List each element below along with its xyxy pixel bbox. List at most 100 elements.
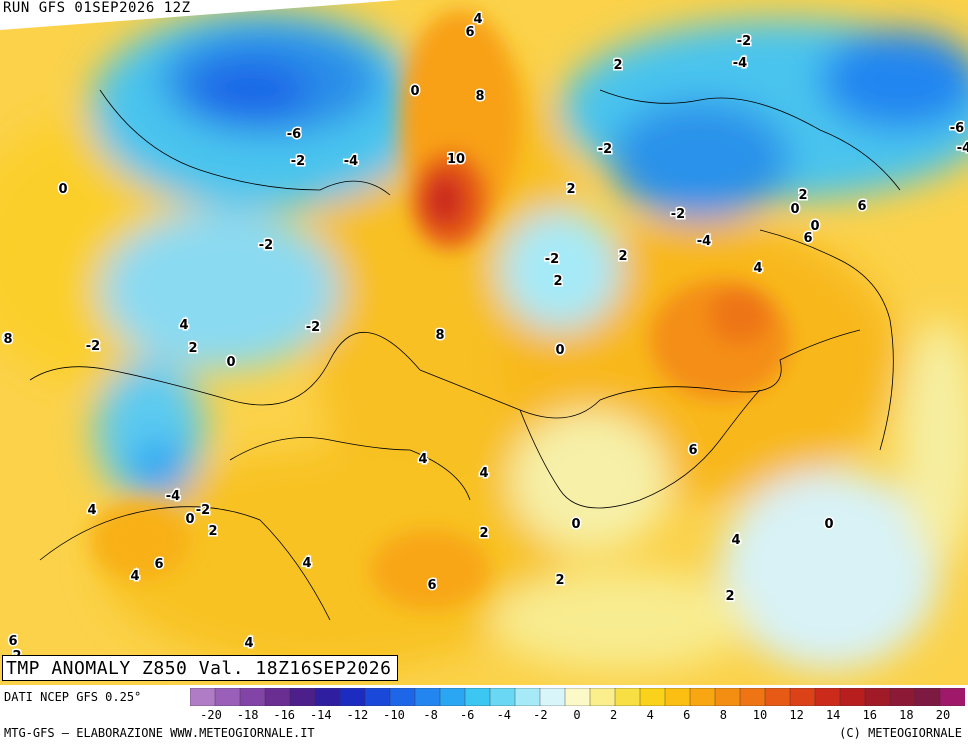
scale-swatch <box>739 688 766 706</box>
run-label: RUN GFS 01SEP2026 12Z <box>3 0 191 16</box>
anomaly-value-label: -6 <box>287 127 301 142</box>
anomaly-value-label: -2 <box>291 154 305 169</box>
anomaly-value-label: -2 <box>737 34 751 49</box>
scale-tick-label: 6 <box>683 708 691 722</box>
anomaly-value-label: 4 <box>479 466 488 481</box>
anomaly-value-label: 2 <box>725 589 734 604</box>
scale-tick-label: 10 <box>752 708 768 722</box>
scale-swatch <box>839 688 866 706</box>
scale-tick-label: -18 <box>236 708 259 722</box>
anomaly-value-label: 0 <box>810 219 819 234</box>
anomaly-value-label: 4 <box>130 569 139 584</box>
scale-tick-label: -2 <box>533 708 548 722</box>
anomaly-value-label: 0 <box>571 517 580 532</box>
scale-tick-label: -6 <box>459 708 475 722</box>
anomaly-value-label: 0 <box>790 202 799 217</box>
scale-swatch <box>214 688 241 706</box>
anomaly-value-label: 0 <box>410 84 419 99</box>
warm-cores <box>90 10 790 610</box>
scale-swatch <box>439 688 466 706</box>
anomaly-value-label: -4 <box>697 234 711 249</box>
scale-tick-label: -20 <box>200 708 222 722</box>
scale-swatch <box>339 688 366 706</box>
scale-tick-label: -12 <box>346 708 369 722</box>
scale-tick-label: 14 <box>825 708 841 722</box>
anomaly-value-label: 4 <box>179 318 188 333</box>
scale-swatch <box>489 688 516 706</box>
anomaly-value-label: 2 <box>798 188 807 203</box>
anomaly-value-label: -2 <box>86 339 100 354</box>
data-source-label: DATI NCEP GFS 0.25° <box>4 690 142 704</box>
color-scale <box>190 688 965 706</box>
anomaly-value-label: 10 <box>447 152 465 167</box>
scale-tick-label: 16 <box>862 708 878 722</box>
anomaly-value-label: 6 <box>8 634 17 649</box>
scale-tick-label: -16 <box>273 708 296 722</box>
anomaly-value-label: -4 <box>166 489 180 504</box>
anomaly-value-label: 6 <box>803 231 812 246</box>
anomaly-value-label: -4 <box>344 154 358 169</box>
anomaly-value-label: 6 <box>465 25 474 40</box>
scale-swatch <box>464 688 491 706</box>
scale-swatch <box>714 688 741 706</box>
anomaly-value-label: 2 <box>618 249 627 264</box>
anomaly-value-label: 2 <box>553 274 562 289</box>
anomaly-value-label: 2 <box>613 58 622 73</box>
scale-swatch <box>664 688 691 706</box>
scale-swatch <box>190 688 216 706</box>
scale-tick-label: 20 <box>935 708 951 722</box>
scale-swatch <box>589 688 616 706</box>
scale-swatch <box>539 688 566 706</box>
anomaly-value-label: 8 <box>3 332 12 347</box>
scale-tick-label: -14 <box>309 708 332 722</box>
scale-swatch <box>314 688 341 706</box>
scale-swatch <box>389 688 416 706</box>
anomaly-value-label: 4 <box>753 261 762 276</box>
anomaly-value-label: 2 <box>208 524 217 539</box>
anomaly-value-label: -2 <box>671 207 685 222</box>
scale-tick-label: 8 <box>719 708 728 722</box>
scale-swatch <box>814 688 841 706</box>
anomaly-value-label: -2 <box>306 320 320 335</box>
scale-swatch <box>239 688 266 706</box>
scale-tick-label: 18 <box>899 708 914 722</box>
anomaly-field <box>0 10 968 670</box>
scale-swatch <box>914 688 941 706</box>
anomaly-value-label: 6 <box>154 557 163 572</box>
anomaly-value-label: -4 <box>957 141 968 156</box>
anomaly-value-label: 0 <box>185 512 194 527</box>
anomaly-value-label: 4 <box>87 503 96 518</box>
scale-swatch <box>764 688 791 706</box>
country-borders <box>29 89 901 621</box>
scale-swatch <box>289 688 316 706</box>
anomaly-value-label: 8 <box>435 328 444 343</box>
anomaly-value-label: -2 <box>259 238 273 253</box>
anomaly-value-label: 4 <box>473 12 482 27</box>
anomaly-value-label: 4 <box>731 533 740 548</box>
scale-swatch <box>614 688 641 706</box>
anomaly-value-label: -2 <box>598 142 612 157</box>
anomaly-value-label: 4 <box>302 556 311 571</box>
scale-swatch <box>639 688 666 706</box>
anomaly-value-label: -2 <box>196 503 210 518</box>
scale-tick-label: 12 <box>789 708 804 722</box>
anomaly-value-label: 6 <box>427 578 436 593</box>
scale-swatch <box>564 688 591 706</box>
scale-tick-label: -10 <box>383 708 405 722</box>
copyright-label: (C) METEOGIORNALE <box>839 726 962 740</box>
anomaly-value-label: 2 <box>555 573 564 588</box>
anomaly-value-label: -6 <box>950 121 964 136</box>
scale-swatch <box>414 688 441 706</box>
scale-tick-label: 4 <box>646 708 654 722</box>
anomaly-value-label: 0 <box>58 182 67 197</box>
anomaly-value-label: -4 <box>733 56 747 71</box>
scale-swatch <box>789 688 816 706</box>
anomaly-value-label: 0 <box>555 343 564 358</box>
anomaly-value-label: 8 <box>475 89 484 104</box>
scale-tick-label: -4 <box>496 708 512 722</box>
scale-swatch <box>364 688 391 706</box>
scale-swatch <box>264 688 291 706</box>
anomaly-value-label: -2 <box>545 252 559 267</box>
anomaly-value-label: 2 <box>479 526 488 541</box>
